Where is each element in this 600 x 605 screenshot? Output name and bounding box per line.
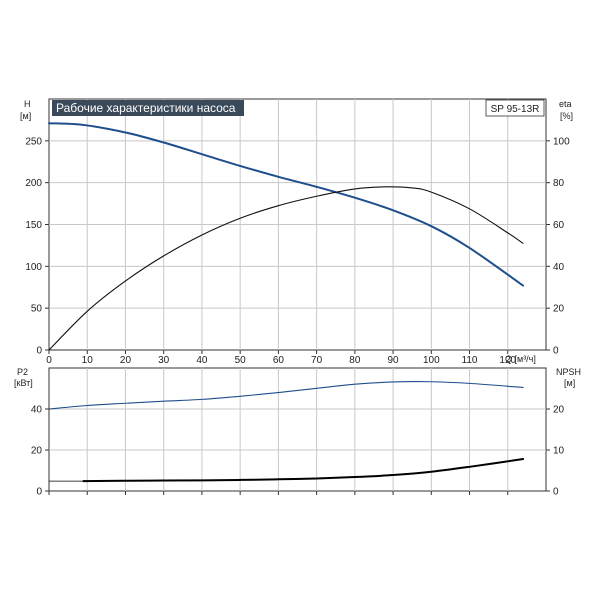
lower-grid (49, 368, 546, 491)
flow-tick-label: 100 (423, 355, 440, 366)
lower-left-tick-label: 20 (31, 446, 43, 457)
upper-right-tick-label: 100 (553, 136, 570, 147)
upper-right-tick-label: 60 (553, 220, 565, 231)
flow-tick-label: 0 (46, 355, 52, 366)
upper-right-tick-label: 80 (553, 178, 565, 189)
upper-right-tick-label: 0 (553, 346, 559, 357)
upper-left-tick-label: 150 (25, 220, 42, 231)
upper-left-tick-label: 50 (31, 304, 43, 315)
flow-tick-label: 10 (82, 355, 94, 366)
lower-right-tick-label: 0 (553, 487, 559, 498)
upper-ticks: 0 50 100 150 200 250 0 20 40 60 80 100 0 10 20 30 40 50 60… (25, 136, 570, 366)
power-axis-label: P2 (17, 367, 28, 377)
efficiency-axis-unit: [%] (560, 111, 573, 121)
lower-right-tick-label: 20 (553, 405, 565, 416)
flow-tick-label: 50 (235, 355, 247, 366)
power-curve (48, 381, 524, 410)
lower-plot-frame (48, 367, 547, 492)
lower-ticks: 0 20 40 0 10 20 (31, 405, 565, 498)
upper-right-tick-label: 40 (553, 262, 565, 273)
model-label-box (485, 99, 545, 117)
title-banner (52, 100, 244, 116)
upper-left-tick-label: 200 (25, 178, 42, 189)
upper-grid (49, 99, 546, 350)
flow-axis-label: Q [м³/ч] (505, 354, 536, 364)
upper-left-tick-label: 0 (36, 346, 42, 357)
head-axis-unit: [м] (20, 111, 31, 121)
lower-right-tick-label: 10 (553, 446, 565, 457)
lower-left-tick-label: 40 (31, 405, 43, 416)
lower-left-tick-label: 0 (36, 487, 42, 498)
upper-series-group (48, 122, 525, 351)
flow-tick-label: 30 (158, 355, 170, 366)
flow-tick-label: 40 (196, 355, 208, 366)
efficiency-curve (48, 186, 524, 351)
flow-tick-label: 120 (499, 355, 516, 366)
flow-tick-label: 110 (462, 355, 478, 366)
lower-series-group (48, 381, 525, 483)
flow-tick-label: 20 (120, 355, 132, 366)
upper-left-tick-label: 250 (25, 136, 42, 147)
flow-tick-label: 80 (349, 355, 361, 366)
flow-tick-label: 90 (388, 355, 400, 366)
upper-right-tick-label: 20 (553, 304, 565, 315)
power-axis-unit: [кВт] (14, 378, 33, 388)
efficiency-axis-label: eta (559, 99, 572, 109)
npsh-axis-unit: [м] (564, 378, 575, 388)
npsh-axis-label: NPSH (556, 367, 581, 377)
flow-tick-label: 70 (311, 355, 323, 366)
upper-left-tick-label: 100 (25, 262, 42, 273)
npsh-curve (82, 458, 525, 483)
chart-title: Рабочие характеристики насоса (56, 101, 236, 115)
flow-tick-label: 60 (273, 355, 285, 366)
head-curve (48, 122, 525, 287)
model-label: SP 95-13R (491, 104, 540, 115)
head-axis-label: H (24, 99, 31, 109)
